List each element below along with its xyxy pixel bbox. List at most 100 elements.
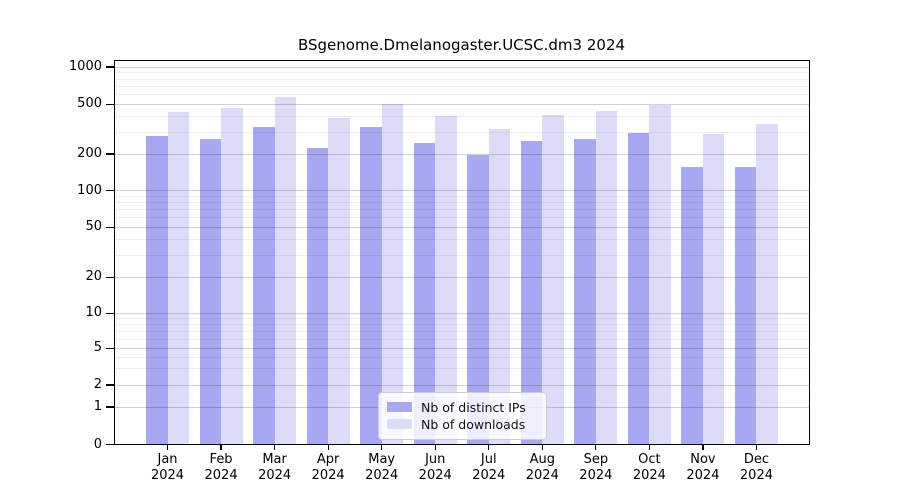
bar-distinct-ips-feb bbox=[199, 138, 222, 445]
y-tick-1 bbox=[106, 406, 114, 408]
major-gridline-500 bbox=[114, 103, 810, 105]
minor-gridline-9 bbox=[114, 318, 810, 320]
y-tick-500 bbox=[106, 103, 114, 105]
x-tick-may bbox=[381, 444, 383, 450]
bar-downloads-jun bbox=[435, 115, 457, 445]
bar-distinct-ips-jul bbox=[467, 155, 489, 445]
minor-gridline-8 bbox=[114, 324, 810, 326]
y-tick-label-100: 100 bbox=[77, 182, 102, 198]
minor-gridline-60 bbox=[114, 217, 810, 219]
y-tick-label-1000: 1000 bbox=[68, 59, 102, 74]
bar-downloads-nov bbox=[702, 134, 725, 445]
x-tick-year-dec: 2024 bbox=[739, 468, 773, 483]
major-gridline-50 bbox=[114, 226, 810, 228]
x-tick-year-mar: 2024 bbox=[258, 468, 292, 483]
bar-distinct-ips-apr bbox=[306, 148, 329, 445]
minor-gridline-4 bbox=[114, 356, 810, 358]
major-gridline-200 bbox=[114, 153, 810, 155]
x-tick-label-may: May 2024 bbox=[354, 452, 410, 484]
minor-gridline-300 bbox=[114, 131, 810, 133]
x-tick-oct bbox=[648, 444, 651, 450]
x-tick-year-oct: 2024 bbox=[632, 468, 666, 483]
y-tick-50 bbox=[106, 226, 114, 228]
x-tick-year-nov: 2024 bbox=[686, 468, 720, 483]
bar-distinct-ips-may bbox=[360, 126, 382, 445]
x-tick-jan bbox=[166, 444, 169, 450]
x-tick-label-apr: Apr 2024 bbox=[300, 452, 356, 484]
x-tick-year-jan: 2024 bbox=[150, 468, 185, 483]
legend-swatch-distinct-ips bbox=[387, 402, 412, 412]
x-tick-label-feb: Feb 2024 bbox=[193, 452, 249, 484]
bar-downloads-mar bbox=[274, 97, 297, 445]
x-tick-sep bbox=[595, 444, 597, 450]
y-tick-10 bbox=[106, 312, 114, 314]
y-tick-label-0: 0 bbox=[93, 436, 102, 452]
y-tick-label-10: 10 bbox=[85, 305, 102, 321]
bar-distinct-ips-oct bbox=[627, 133, 650, 445]
minor-gridline-6 bbox=[114, 338, 810, 340]
major-gridline-1000 bbox=[114, 66, 810, 68]
x-tick-label-nov: Nov 2024 bbox=[675, 452, 731, 484]
y-tick-100 bbox=[106, 190, 114, 192]
bar-distinct-ips-nov bbox=[681, 166, 703, 445]
y-tick-20 bbox=[106, 276, 114, 278]
bar-distinct-ips-mar bbox=[253, 126, 275, 445]
bar-downloads-apr bbox=[328, 118, 350, 445]
minor-gridline-90 bbox=[114, 195, 810, 197]
chart-title: BSgenome.Dmelanogaster.UCSC.dm3 2024 bbox=[297, 36, 626, 54]
minor-gridline-600 bbox=[114, 93, 810, 95]
minor-gridline-700 bbox=[114, 85, 810, 87]
minor-gridline-80 bbox=[114, 201, 810, 203]
legend-swatch-downloads bbox=[387, 419, 412, 429]
bar-downloads-feb bbox=[221, 108, 243, 445]
x-tick-label-dec: Dec 2024 bbox=[728, 452, 784, 484]
legend-label-distinct-ips: Nb of distinct IPs bbox=[421, 399, 526, 415]
major-gridline-10 bbox=[114, 312, 810, 314]
legend-label-downloads: Nb of downloads bbox=[421, 416, 526, 432]
minor-gridline-900 bbox=[114, 72, 810, 74]
x-tick-label-aug: Aug 2024 bbox=[514, 452, 570, 484]
y-tick-label-50: 50 bbox=[85, 219, 102, 235]
x-tick-nov bbox=[702, 444, 704, 450]
minor-gridline-70 bbox=[114, 209, 810, 211]
bar-downloads-aug bbox=[542, 115, 564, 445]
major-gridline-5 bbox=[114, 347, 810, 349]
bar-distinct-ips-sep bbox=[574, 139, 596, 445]
major-gridline-2 bbox=[114, 384, 810, 386]
x-tick-year-feb: 2024 bbox=[204, 468, 238, 483]
x-tick-year-sep: 2024 bbox=[579, 468, 613, 483]
bar-distinct-ips-aug bbox=[520, 141, 543, 445]
bar-downloads-jul bbox=[488, 128, 511, 445]
x-tick-dec bbox=[755, 444, 758, 450]
minor-gridline-800 bbox=[114, 78, 810, 80]
x-tick-year-may: 2024 bbox=[365, 468, 399, 483]
bar-downloads-sep bbox=[595, 110, 618, 445]
x-tick-feb bbox=[220, 444, 222, 450]
bar-downloads-jan bbox=[167, 112, 190, 445]
legend: Nb of distinct IPs Nb of downloads bbox=[378, 392, 547, 440]
minor-gridline-40 bbox=[114, 238, 810, 240]
x-tick-year-aug: 2024 bbox=[525, 468, 559, 483]
bar-downloads-may bbox=[381, 103, 404, 445]
major-gridline-20 bbox=[114, 276, 810, 278]
x-tick-jun bbox=[434, 444, 436, 450]
x-tick-apr bbox=[327, 444, 329, 450]
y-tick-label-5: 5 bbox=[93, 340, 102, 356]
x-tick-label-oct: Oct 2024 bbox=[621, 452, 677, 484]
x-tick-label-jul: Jul 2024 bbox=[461, 452, 517, 484]
bar-downloads-oct bbox=[649, 104, 671, 445]
minor-gridline-3 bbox=[114, 368, 810, 370]
x-tick-year-jun: 2024 bbox=[418, 468, 452, 483]
minor-gridline-400 bbox=[114, 115, 810, 117]
x-tick-jul bbox=[488, 444, 490, 450]
x-tick-label-jan: Jan 2024 bbox=[140, 452, 196, 484]
y-tick-5 bbox=[106, 347, 114, 349]
major-gridline-100 bbox=[114, 190, 810, 192]
y-tick-label-2: 2 bbox=[93, 377, 102, 392]
x-tick-label-mar: Mar 2024 bbox=[247, 452, 303, 484]
x-tick-label-jun: Jun 2024 bbox=[407, 452, 463, 484]
bar-downloads-dec bbox=[756, 124, 778, 445]
y-tick-200 bbox=[106, 153, 114, 155]
minor-gridline-7 bbox=[114, 330, 810, 332]
